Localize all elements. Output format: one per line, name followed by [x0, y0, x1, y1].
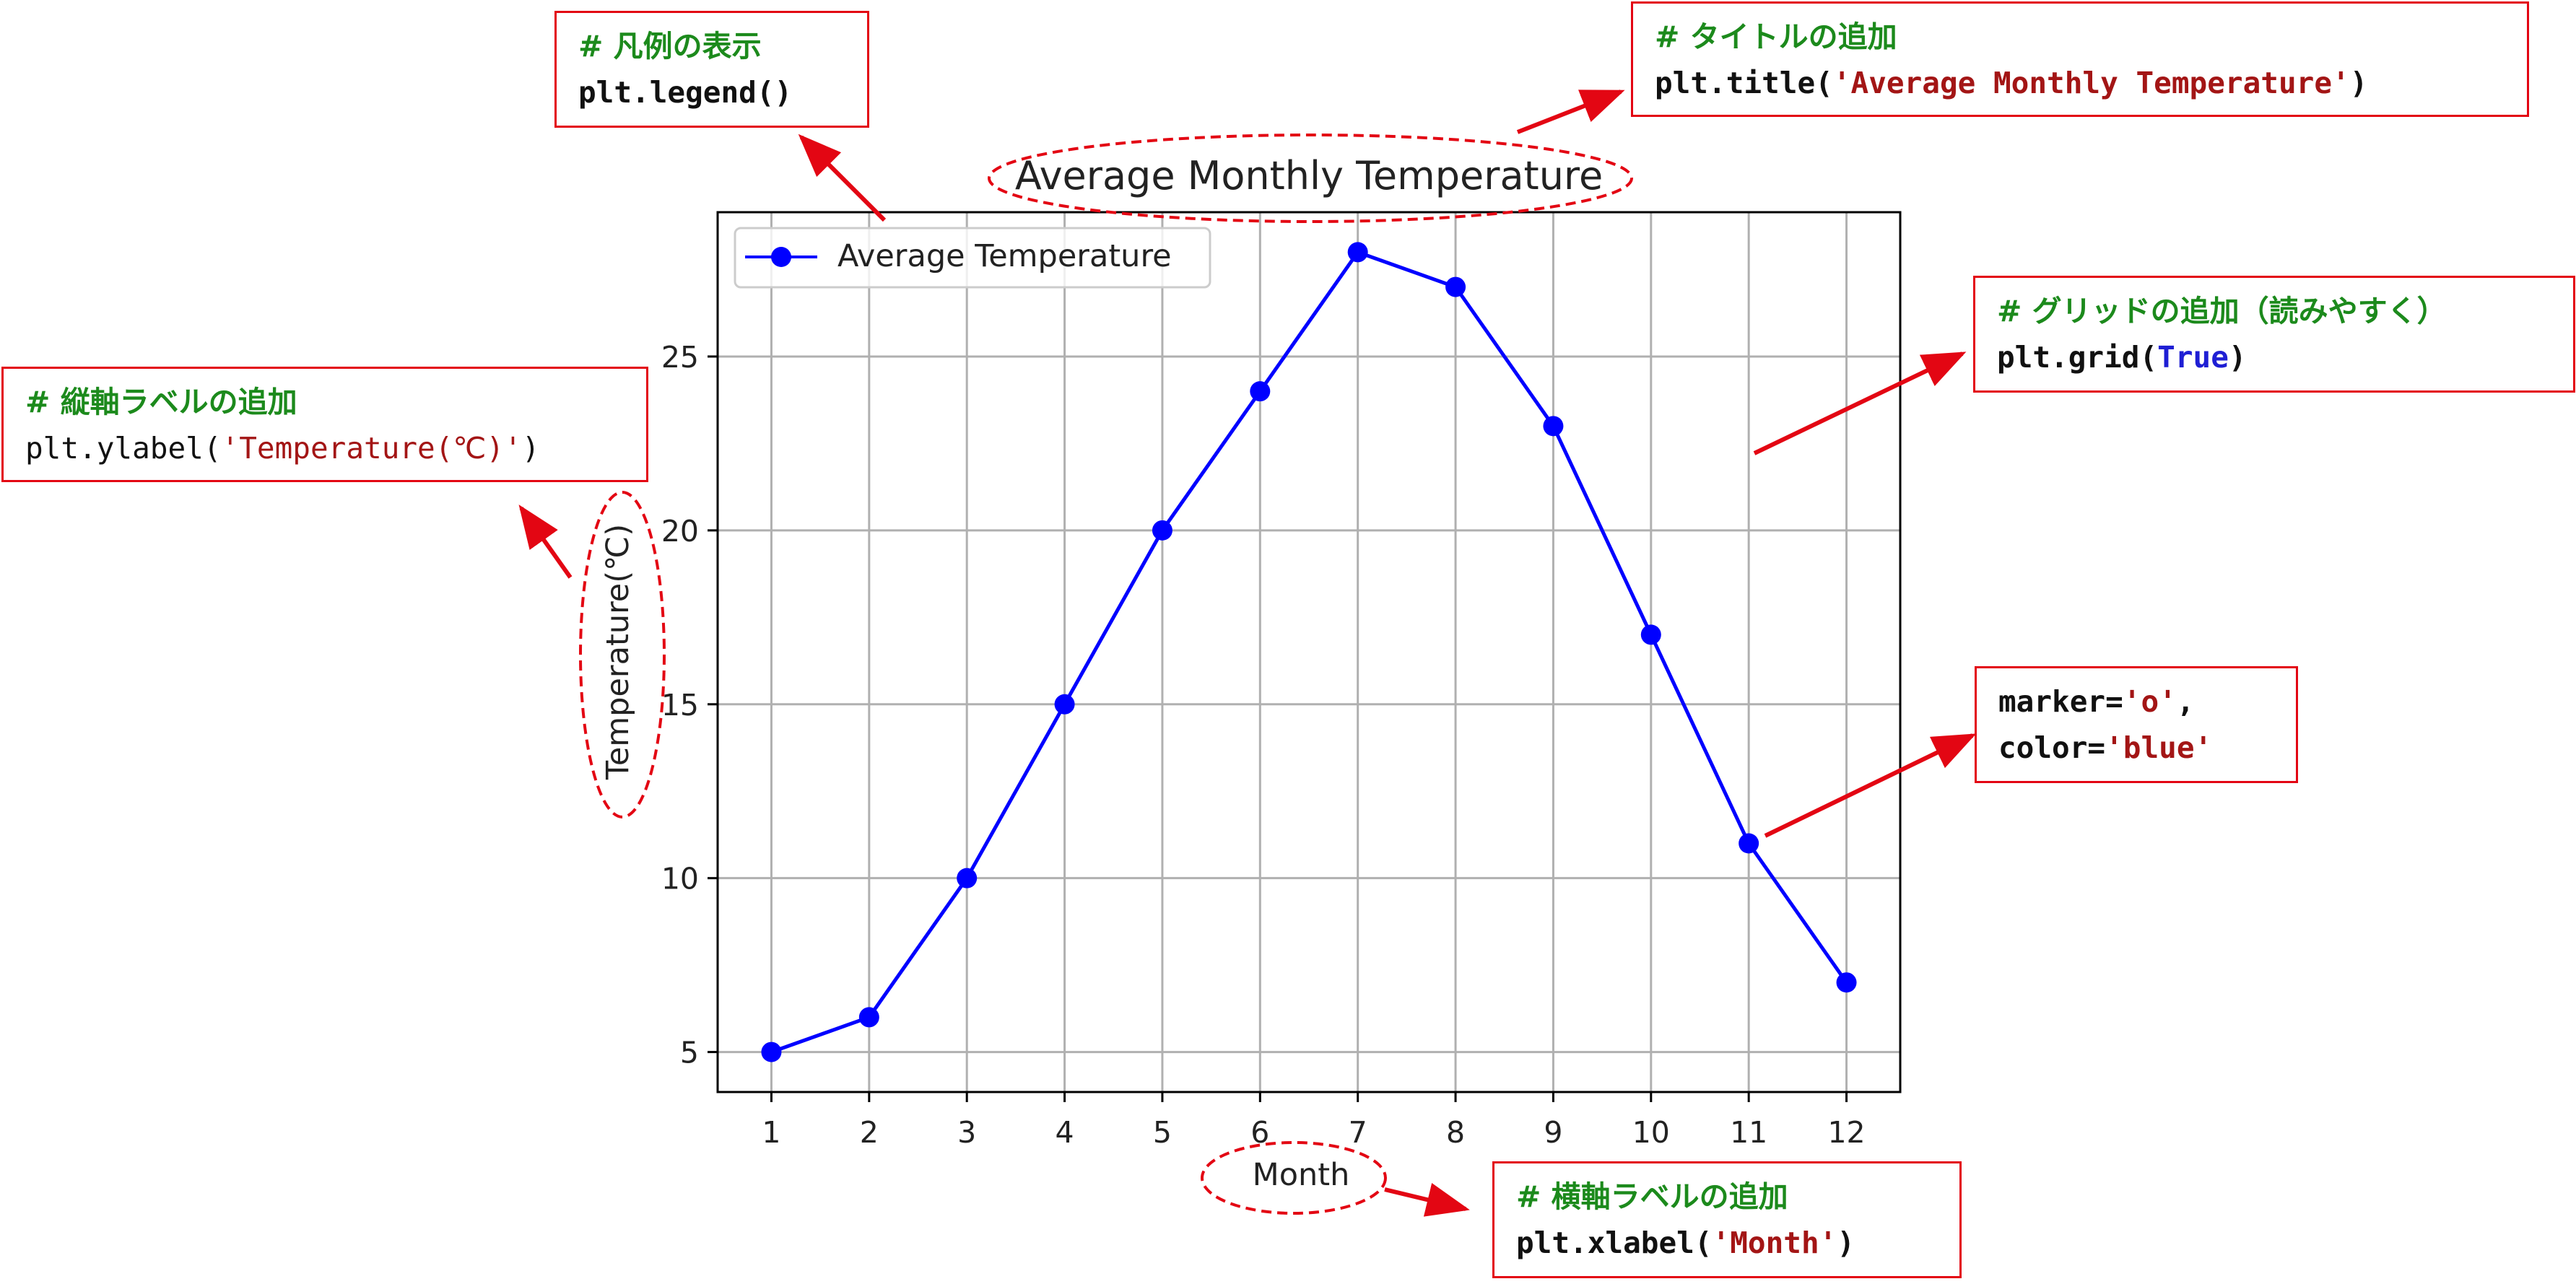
- xlabel-annotation-comment: # 横軸ラベルの追加: [1516, 1179, 1788, 1214]
- legend-entry-label: Average Temperature: [837, 238, 1172, 274]
- y-tick-label: 15: [661, 688, 699, 722]
- xlabel-code-suffix: ): [1837, 1226, 1855, 1260]
- data-point: [1543, 416, 1564, 437]
- y-tick-label: 25: [661, 340, 699, 375]
- title-callout-arrow: [1516, 89, 1625, 134]
- y-tick-label: 5: [680, 1036, 699, 1070]
- legend-annotation-code: plt.legend(): [578, 75, 793, 110]
- data-point: [1739, 833, 1759, 854]
- grid-annotation-code: plt.grid(True): [1997, 334, 2551, 380]
- grid-annotation-comment: # グリッドの追加（読みやすく）: [1997, 294, 2447, 328]
- ylabel-highlight-ellipse: [579, 491, 666, 818]
- x-tick-label: 7: [1349, 1115, 1367, 1150]
- xlabel-annotation-code: plt.xlabel('Month'): [1516, 1220, 1938, 1266]
- data-point: [1250, 381, 1271, 402]
- marker-code-prefix: marker=: [1998, 684, 2123, 719]
- grid-lines: [718, 212, 1900, 1092]
- legend-frame: [734, 227, 1211, 289]
- ylabel-annotation-box: # 縦軸ラベルの追加 plt.ylabel('Temperature(℃)'): [1, 367, 648, 482]
- marker-annotation-box: marker='o', color='blue': [1975, 666, 2298, 783]
- data-point: [1640, 624, 1661, 645]
- xlabel-callout-arrow: [1384, 1183, 1470, 1217]
- marker-code-suffix: ,: [2176, 684, 2195, 719]
- ylabel-code-string: 'Temperature(℃)': [221, 431, 522, 466]
- data-point: [957, 868, 978, 888]
- grid-code-keyword: True: [2157, 340, 2229, 375]
- y-tick-label: 10: [661, 862, 699, 896]
- x-tick-label: 8: [1446, 1115, 1465, 1150]
- x-tick-label: 4: [1056, 1115, 1074, 1150]
- x-axis-label: Month: [1253, 1157, 1350, 1193]
- grid-annotation-box: # グリッドの追加（読みやすく） plt.grid(True): [1973, 276, 2575, 393]
- grid-callout-arrow: [1753, 351, 1967, 455]
- ylabel-code-suffix: ): [521, 431, 540, 466]
- marker-code-string: 'o': [2123, 684, 2177, 719]
- data-point: [1054, 694, 1075, 715]
- legend: Average Temperature: [734, 227, 1211, 289]
- xlabel-annotation-box: # 横軸ラベルの追加 plt.xlabel('Month'): [1492, 1161, 1962, 1278]
- legend-marker-sample: [771, 247, 791, 267]
- y-tick-label: 20: [661, 514, 699, 549]
- legend-annotation-comment: # 凡例の表示: [578, 29, 762, 64]
- x-tick-label: 1: [762, 1115, 780, 1150]
- x-tick-label: 11: [1730, 1115, 1767, 1150]
- data-point: [1152, 520, 1172, 541]
- plot-frame: [716, 211, 1902, 1093]
- data-point: [1445, 276, 1466, 297]
- title-annotation-code: plt.title('Average Monthly Temperature'): [1655, 60, 2505, 106]
- grid-code-suffix: ): [2228, 340, 2247, 375]
- color-code-prefix: color=: [1998, 730, 2106, 765]
- legend-annotation-box: # 凡例の表示 plt.legend(): [554, 11, 869, 128]
- title-code-suffix: ): [2349, 66, 2368, 100]
- xlabel-highlight-ellipse: [1201, 1141, 1387, 1215]
- x-tick-label: 9: [1544, 1115, 1562, 1150]
- data-point: [858, 1007, 879, 1028]
- title-code-prefix: plt.title(: [1655, 66, 1833, 100]
- marker-annotation-line-1: marker='o',: [1998, 678, 2274, 725]
- ylabel-annotation-comment: # 縦軸ラベルの追加: [25, 385, 297, 419]
- ylabel-code-prefix: plt.ylabel(: [25, 431, 222, 466]
- title-annotation-comment: # タイトルの追加: [1655, 19, 1897, 54]
- title-highlight-ellipse: [988, 134, 1633, 223]
- title-annotation-box: # タイトルの追加 plt.title('Average Monthly Tem…: [1631, 1, 2529, 117]
- grid-code-prefix: plt.grid(: [1997, 340, 2158, 375]
- data-series: [761, 242, 1857, 1062]
- xlabel-code-string: 'Month': [1712, 1226, 1837, 1260]
- x-tick-label: 2: [860, 1115, 879, 1150]
- x-tick-label: 5: [1153, 1115, 1172, 1150]
- ylabel-annotation-code: plt.ylabel('Temperature(℃)'): [25, 425, 625, 471]
- x-tick-label: 3: [957, 1115, 976, 1150]
- marker-callout-arrow: [1764, 733, 1977, 838]
- x-tick-label: 10: [1632, 1115, 1670, 1150]
- y-axis-label: Temperature(℃): [600, 524, 636, 780]
- series-line: [770, 250, 1848, 1054]
- x-tick-label: 12: [1827, 1115, 1865, 1150]
- ylabel-callout-arrow: [518, 505, 573, 579]
- title-code-string: 'Average Monthly Temperature': [1832, 66, 2350, 100]
- data-point: [1836, 972, 1857, 993]
- color-code-string: 'blue': [2105, 730, 2213, 765]
- callout-arrows: [518, 89, 1977, 1217]
- chart-title: Average Monthly Temperature: [1015, 153, 1603, 198]
- xlabel-code-prefix: plt.xlabel(: [1516, 1226, 1713, 1260]
- data-point: [1347, 242, 1368, 263]
- highlight-ellipses: [579, 134, 1633, 1215]
- legend-callout-arrow: [798, 134, 887, 222]
- data-point: [761, 1041, 782, 1062]
- marker-annotation-line-2: color='blue': [1998, 725, 2274, 771]
